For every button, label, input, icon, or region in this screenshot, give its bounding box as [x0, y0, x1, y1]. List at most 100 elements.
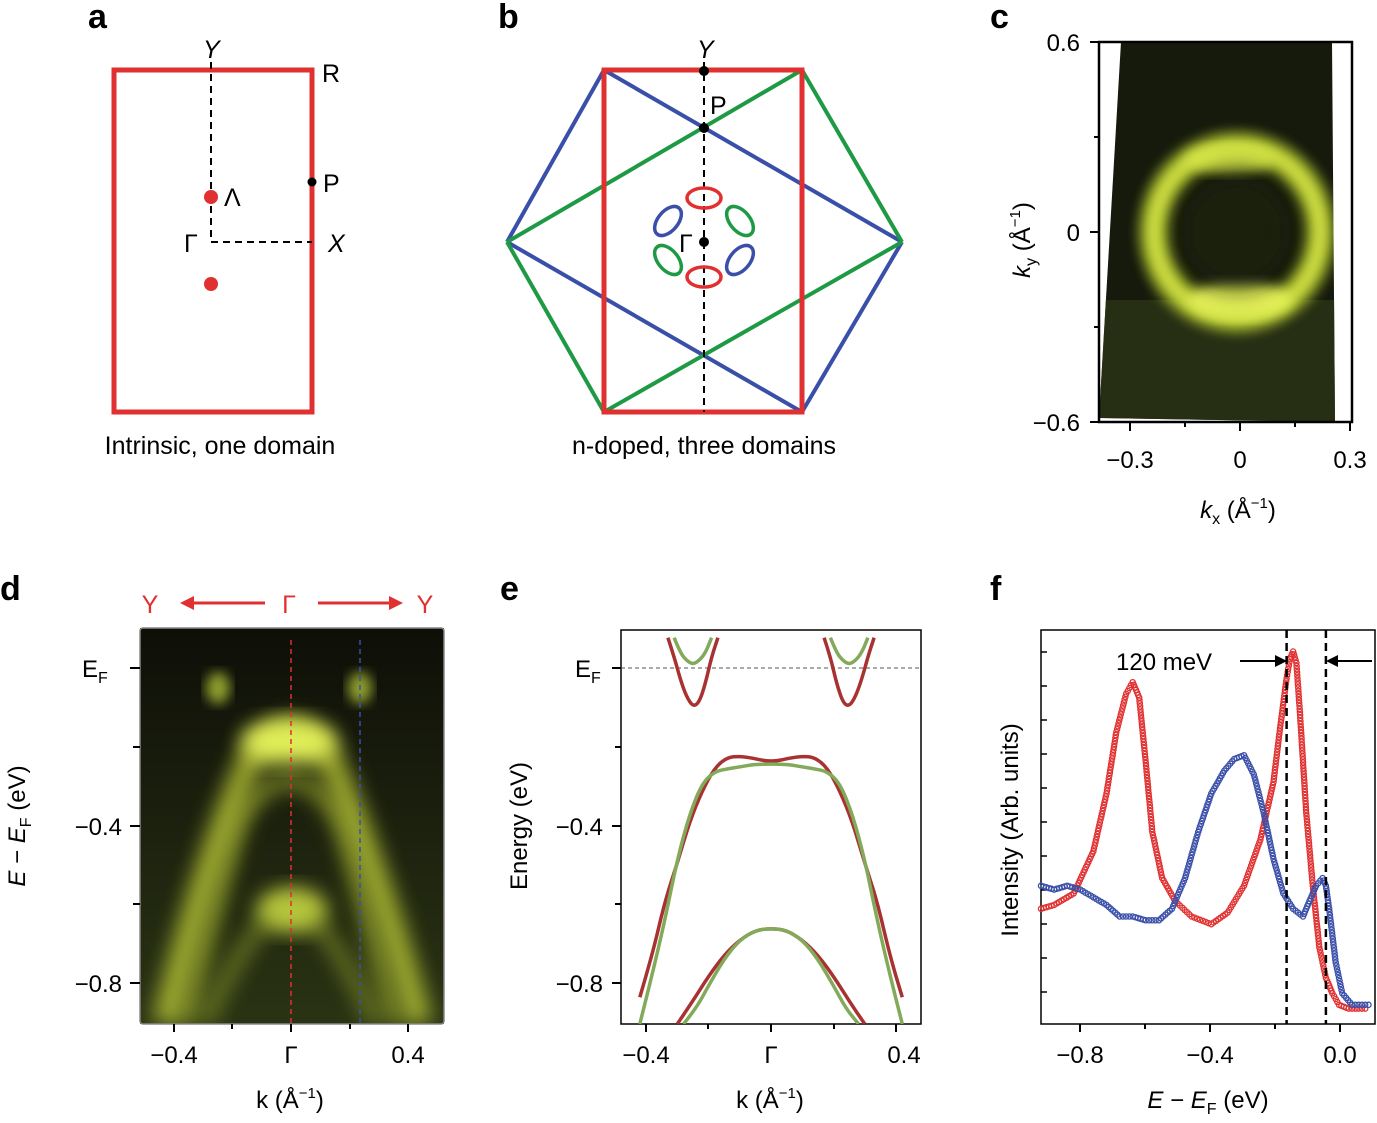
- plot-frame-e: [620, 629, 922, 1025]
- edc-point: [1329, 938, 1337, 945]
- edc-point: [1296, 708, 1304, 716]
- edc-point: [1149, 831, 1157, 839]
- edc-point: [1186, 857, 1194, 865]
- edc-point: [1135, 694, 1143, 701]
- edc-point: [1112, 734, 1119, 742]
- edc-point: [1116, 913, 1123, 920]
- edc-point: [1097, 816, 1104, 823]
- band-conduction-left-red: [666, 637, 720, 707]
- edc-point: [1119, 913, 1127, 920]
- green-pocket: [724, 204, 756, 238]
- label-P: P: [710, 92, 727, 120]
- green-domain-edge: [800, 68, 904, 244]
- edc-point: [1144, 780, 1152, 788]
- edc-point: [1293, 662, 1300, 670]
- edc-point: [1305, 842, 1313, 850]
- edc-point: [1141, 744, 1148, 752]
- edc-point: [1345, 1005, 1353, 1012]
- label-Lambda: Λ: [224, 184, 241, 212]
- edc-point: [1302, 794, 1309, 802]
- edc-point: [1307, 855, 1314, 862]
- lambda-point-lower: [204, 277, 218, 291]
- edc-point: [1182, 871, 1190, 879]
- edc-point: [1269, 852, 1277, 860]
- edc-point: [1317, 950, 1324, 957]
- arrow-right-head: [389, 596, 403, 610]
- edc-point: [1251, 774, 1258, 781]
- edc-point: [1099, 807, 1106, 815]
- panel-label-d: d: [0, 570, 21, 608]
- edc-point: [1185, 860, 1193, 867]
- edc-point: [1331, 953, 1339, 960]
- edc-point: [1284, 665, 1292, 673]
- edc-point: [1313, 917, 1320, 925]
- edc-point: [1139, 729, 1147, 737]
- edc-point: [1101, 798, 1108, 806]
- edc-point: [1265, 801, 1272, 809]
- edc-point: [1337, 983, 1345, 991]
- d-ylabel: E − EF (eV): [4, 765, 35, 886]
- panel-c: c 0.6 0 −0.6 −0.3 0 0.3 kx (Å−1) ky (Å−: [990, 0, 1367, 528]
- edc-point: [1321, 968, 1328, 976]
- c-xtick: −0.3: [1106, 447, 1153, 474]
- edc-point: [1254, 785, 1261, 793]
- edc-point: [1138, 724, 1146, 731]
- edc-point: [1264, 829, 1272, 837]
- edc-point: [1118, 708, 1125, 715]
- edc-point: [1110, 743, 1118, 751]
- edc-point: [1126, 913, 1133, 920]
- edc-point: [1297, 726, 1305, 734]
- edc-point: [1096, 819, 1104, 826]
- edc-point: [1183, 869, 1190, 876]
- edc-point: [1307, 864, 1315, 871]
- edc-point: [1312, 908, 1319, 916]
- edc-point: [1153, 851, 1161, 859]
- p-point: [307, 177, 317, 187]
- edc-point: [1272, 864, 1280, 871]
- blue-domain-edge: [505, 69, 606, 243]
- edc-point: [1352, 1001, 1359, 1009]
- edc-point: [1279, 887, 1286, 894]
- edc-point: [1098, 810, 1106, 818]
- panel-label-e: e: [500, 570, 519, 608]
- c-xtick: 0.3: [1333, 447, 1366, 474]
- edc-point: [1299, 747, 1306, 754]
- edc-point: [1316, 943, 1323, 951]
- edc-point: [1095, 824, 1102, 832]
- edc-point: [1150, 837, 1158, 844]
- annotation-arrowhead: [1275, 655, 1287, 667]
- edc-point: [1271, 769, 1278, 777]
- edc-point: [1295, 696, 1303, 704]
- edc-point: [1145, 786, 1152, 794]
- edc-point: [1279, 701, 1287, 709]
- edc-point: [1290, 651, 1298, 658]
- edc-point: [1271, 861, 1279, 868]
- c-xtick: 0: [1233, 447, 1246, 474]
- edc-point: [1348, 1001, 1356, 1009]
- edc-point: [1137, 712, 1145, 719]
- edc-point: [1330, 941, 1337, 948]
- c-xlabel: kx (Å−1): [1200, 495, 1276, 528]
- edc-point: [1142, 756, 1149, 764]
- edc-point: [1294, 684, 1302, 691]
- edc-point: [1258, 830, 1265, 838]
- edc-point: [1149, 917, 1156, 924]
- blue-domain-edge: [603, 68, 903, 244]
- p-point: [699, 123, 709, 133]
- edc-point: [1188, 851, 1195, 859]
- edc-point: [1119, 705, 1126, 712]
- e-ylabel: Energy (eV): [506, 762, 533, 890]
- edc-point: [1267, 844, 1275, 851]
- panel-label-f: f: [990, 570, 1002, 608]
- edc-point: [1091, 842, 1098, 849]
- edc-point: [1304, 824, 1311, 832]
- edc-point: [1333, 965, 1341, 972]
- edc-point: [1273, 748, 1281, 756]
- edc-point: [1139, 732, 1147, 740]
- edc-point: [1273, 754, 1280, 762]
- edc-point: [1295, 693, 1303, 701]
- edc-point: [1298, 744, 1306, 751]
- edc-point: [1267, 790, 1275, 797]
- edc-point: [1277, 722, 1284, 729]
- edc-point: [1265, 832, 1272, 840]
